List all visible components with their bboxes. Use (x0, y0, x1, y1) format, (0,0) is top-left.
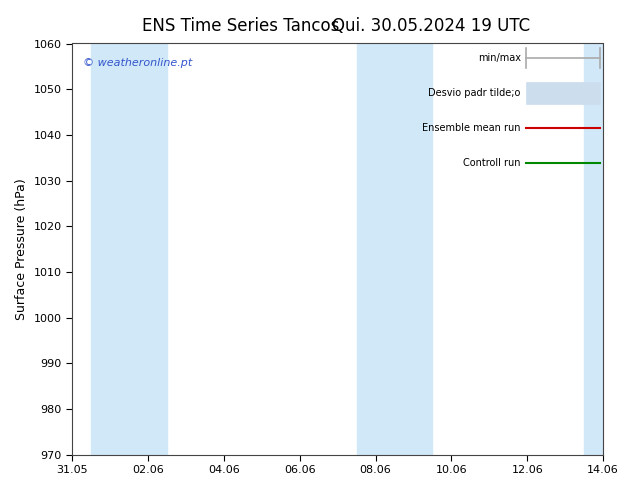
Text: Ensemble mean run: Ensemble mean run (422, 123, 521, 133)
Bar (356, 44, 432, 455)
Text: ENS Time Series Tancos: ENS Time Series Tancos (142, 17, 340, 35)
Text: min/max: min/max (478, 53, 521, 63)
Bar (91, 44, 167, 455)
Bar (584, 44, 603, 455)
Text: Desvio padr tilde;o: Desvio padr tilde;o (429, 88, 521, 98)
Y-axis label: Surface Pressure (hPa): Surface Pressure (hPa) (15, 178, 28, 320)
Text: Qui. 30.05.2024 19 UTC: Qui. 30.05.2024 19 UTC (332, 17, 530, 35)
Text: Controll run: Controll run (463, 158, 521, 168)
Text: © weatheronline.pt: © weatheronline.pt (82, 58, 192, 68)
Bar (526, 81, 600, 104)
